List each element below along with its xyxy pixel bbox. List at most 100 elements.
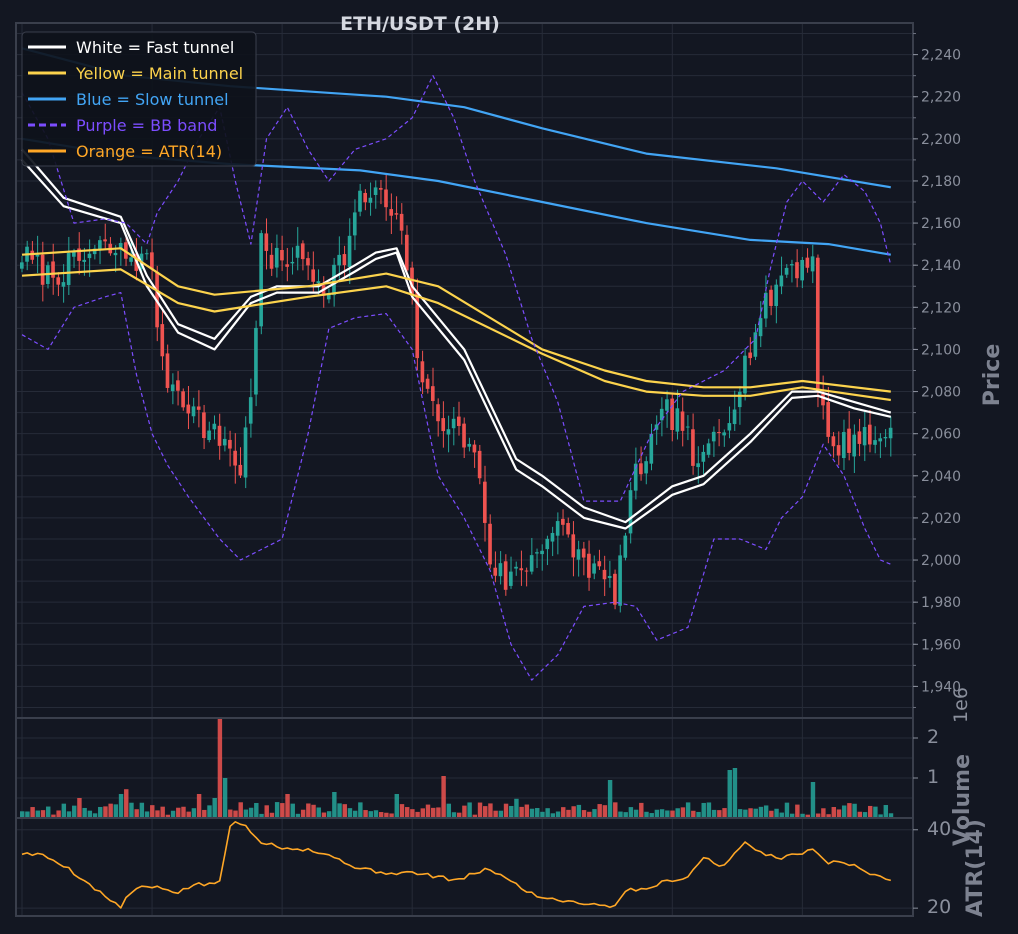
volume-bar [836, 809, 842, 818]
price-tick-label: 2,220 [921, 90, 961, 106]
candle-body [186, 404, 191, 414]
volume-bar [165, 814, 171, 818]
volume-bar [779, 812, 784, 818]
volume-bar [363, 810, 368, 818]
volume-bar [696, 811, 701, 818]
volume-axis-label: Volume [950, 754, 975, 846]
price-panel: 1,940 1,960 1,980 2,000 2,020 2,040 2,060 2,080… [15, 22, 961, 719]
volume-bar [228, 809, 233, 818]
price-tick-label: 2,200 [921, 132, 961, 148]
volume-bar [727, 770, 732, 818]
line-fast-tunnel [21, 148, 892, 524]
candle-body [378, 188, 383, 190]
volume-bar [378, 812, 384, 818]
candle-body [181, 391, 185, 408]
volume-bar [743, 809, 748, 818]
price-tick-label: 1,960 [921, 637, 961, 653]
candle-body [103, 239, 107, 242]
candle-body [441, 418, 446, 432]
volume-bar [477, 802, 483, 818]
candle-body [607, 575, 612, 579]
candle-body [243, 427, 248, 478]
candle-body [399, 213, 404, 231]
candle-body [587, 553, 591, 578]
volume-bar [144, 811, 150, 818]
volume-bar [883, 805, 889, 818]
volume-bar [717, 810, 722, 818]
volume-bar [571, 806, 576, 818]
volume-bar [87, 810, 93, 818]
volume-bar [878, 814, 883, 818]
legend-entry: Yellow = Main tunnel [75, 64, 243, 83]
volume-bar [581, 810, 587, 818]
candle-body [66, 253, 71, 286]
volume-bar [129, 802, 134, 818]
volume-bar [472, 814, 478, 818]
candle-body [451, 418, 456, 429]
price-tick-label: 2,160 [921, 216, 961, 232]
candle-body [623, 535, 628, 558]
volume-bar [810, 782, 816, 818]
volume-bar [51, 814, 56, 818]
volume-bar [337, 803, 342, 818]
volume-bar [524, 804, 530, 818]
volume-bar [800, 813, 805, 818]
candle-body [113, 252, 118, 256]
atr-grid [16, 818, 913, 916]
volume-bar [457, 812, 462, 818]
candle-body [878, 438, 883, 442]
candle-body [618, 555, 622, 606]
volume-bar [113, 804, 119, 818]
volume-bar [665, 810, 670, 818]
volume-bar [196, 794, 202, 818]
candle-body [784, 267, 789, 275]
candle-body [207, 430, 211, 441]
volume-bar [160, 806, 165, 818]
candle-body [654, 424, 659, 430]
volume-bar [425, 804, 431, 818]
candle-body [415, 291, 420, 359]
candle-body [743, 355, 747, 394]
volume-bar [867, 805, 873, 818]
candle-body [498, 563, 503, 577]
volume-bars [20, 718, 894, 818]
volume-bar [623, 812, 628, 818]
candle-body [566, 523, 570, 535]
candle-body [285, 264, 289, 267]
volume-bar [56, 810, 61, 818]
volume-bar [535, 808, 540, 818]
volume-bar [384, 812, 389, 818]
candle-body [483, 481, 487, 523]
candle-body [254, 327, 258, 395]
candle-body [883, 436, 888, 439]
candle-body [394, 213, 399, 215]
volume-bar [831, 807, 836, 818]
price-tick-label: 2,120 [921, 300, 961, 316]
volume-bar [852, 803, 857, 818]
volume-bar [555, 811, 561, 818]
candle-body [332, 264, 336, 296]
candle-body [316, 281, 321, 284]
candle-body [571, 534, 576, 558]
candle-body [462, 423, 466, 448]
volume-bar [446, 803, 452, 818]
price-tick-label: 2,100 [921, 342, 961, 358]
volume-bar [321, 812, 327, 818]
volume-bar [134, 809, 139, 818]
price-tick-label: 2,020 [921, 511, 961, 527]
candle-body [789, 264, 794, 266]
volume-bar [488, 803, 493, 818]
volume-bar [415, 811, 420, 818]
candle-body [488, 523, 492, 565]
candle-body [269, 254, 274, 269]
candle-body [72, 251, 76, 257]
volume-tick-label: 2 [927, 726, 939, 748]
volume-bar [711, 809, 717, 818]
candle-body [826, 402, 831, 437]
candle-body [35, 254, 40, 257]
volume-bar [519, 806, 524, 818]
candle-body [457, 416, 461, 427]
volume-bar [451, 812, 457, 818]
volume-bar [98, 806, 103, 818]
